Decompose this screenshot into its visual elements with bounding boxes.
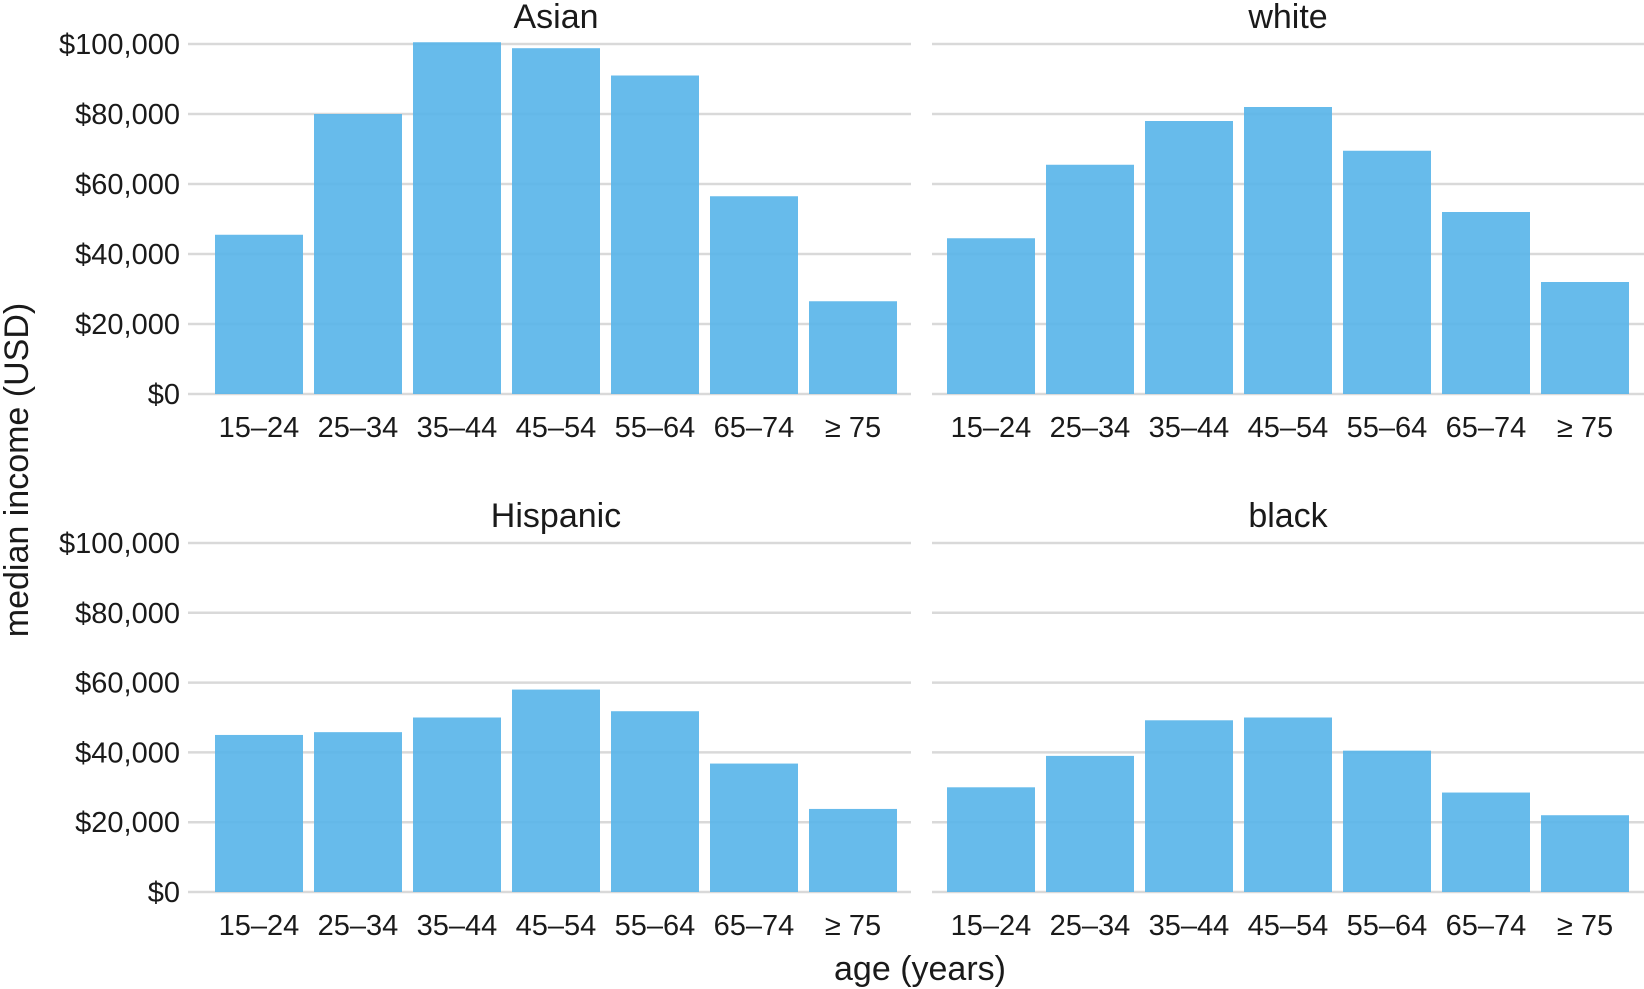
y-tick-label: $40,000 xyxy=(75,737,180,769)
bar xyxy=(611,75,699,394)
x-tick-label: 15–24 xyxy=(951,412,1032,444)
bar xyxy=(314,114,402,394)
x-tick-label: 35–44 xyxy=(1149,910,1230,942)
bar xyxy=(413,717,501,892)
bar xyxy=(1442,792,1530,892)
x-tick-label: 45–54 xyxy=(516,910,597,942)
x-tick-label: 55–64 xyxy=(1347,412,1428,444)
y-tick-label: $80,000 xyxy=(75,598,180,630)
panel-title: Hispanic xyxy=(491,497,621,535)
bar xyxy=(1145,121,1233,394)
bar xyxy=(1343,150,1431,394)
bar xyxy=(1145,720,1233,892)
panel-title: black xyxy=(1248,497,1328,535)
bar xyxy=(1541,282,1629,394)
bar xyxy=(1046,755,1134,892)
x-tick-label: 25–34 xyxy=(1050,412,1131,444)
x-tick-label: ≥ 75 xyxy=(1557,412,1613,444)
bar xyxy=(1244,717,1332,892)
bar xyxy=(1343,750,1431,892)
x-tick-label: 25–34 xyxy=(318,910,399,942)
bar xyxy=(809,808,897,892)
x-tick-label: 25–34 xyxy=(1050,910,1131,942)
y-tick-label: $0 xyxy=(148,379,180,411)
x-tick-label: 35–44 xyxy=(1149,412,1230,444)
x-tick-label: 45–54 xyxy=(1248,412,1329,444)
bar xyxy=(947,238,1035,394)
x-tick-label: ≥ 75 xyxy=(825,910,881,942)
x-tick-label: 15–24 xyxy=(951,910,1032,942)
x-tick-label: ≥ 75 xyxy=(1557,910,1613,942)
bar xyxy=(1442,212,1530,394)
bar xyxy=(215,234,303,394)
y-tick-label: $20,000 xyxy=(75,807,180,839)
bar xyxy=(710,763,798,892)
bar xyxy=(611,711,699,892)
panel-hispanic: $0 $20,000 $40,000 $60,000 $80,000 $100,000 15… xyxy=(59,497,911,942)
y-tick-label: $80,000 xyxy=(75,99,180,131)
bar xyxy=(512,689,600,892)
panel-black: 15–24 25–34 35–44 45–54 55–64 65–74 ≥ 75 black xyxy=(932,497,1644,942)
y-tick-label: $60,000 xyxy=(75,668,180,700)
x-tick-label: 45–54 xyxy=(1248,910,1329,942)
y-tick-label: $100,000 xyxy=(59,29,180,61)
bar xyxy=(413,42,501,394)
bar xyxy=(314,732,402,892)
x-tick-label: 15–24 xyxy=(219,412,300,444)
x-tick-label: 65–74 xyxy=(1446,412,1527,444)
x-tick-label: 35–44 xyxy=(417,412,498,444)
x-tick-label: 55–64 xyxy=(1347,910,1428,942)
x-tick-label: 55–64 xyxy=(615,412,696,444)
bar xyxy=(809,301,897,394)
y-tick-label: $20,000 xyxy=(75,309,180,341)
x-tick-label: 55–64 xyxy=(615,910,696,942)
bar xyxy=(215,734,303,892)
bar xyxy=(1244,107,1332,394)
panel-title: Asian xyxy=(513,0,598,36)
y-tick-label: $40,000 xyxy=(75,239,180,271)
y-axis-title: median income (USD) xyxy=(0,303,36,637)
x-axis-title: age (years) xyxy=(834,950,1006,988)
panel-asian: $0 $20,000 $40,000 $60,000 $80,000 $100,000 15… xyxy=(59,0,911,444)
x-tick-label: 65–74 xyxy=(714,910,795,942)
panel-white: 15–24 25–34 35–44 45–54 55–64 65–74 ≥ 75 white xyxy=(932,0,1644,444)
bar xyxy=(512,48,600,394)
y-tick-label: $60,000 xyxy=(75,169,180,201)
x-tick-label: ≥ 75 xyxy=(825,412,881,444)
bar xyxy=(1046,164,1134,394)
x-tick-label: 35–44 xyxy=(417,910,498,942)
bar xyxy=(947,787,1035,892)
panels-layer: $0 $20,000 $40,000 $60,000 $80,000 $100,000 15… xyxy=(59,0,1644,942)
x-tick-label: 25–34 xyxy=(318,412,399,444)
x-tick-label: 65–74 xyxy=(1446,910,1527,942)
bar xyxy=(1541,815,1629,892)
x-tick-label: 65–74 xyxy=(714,412,795,444)
y-tick-label: $0 xyxy=(148,877,180,909)
x-tick-label: 15–24 xyxy=(219,910,300,942)
y-tick-label: $100,000 xyxy=(59,528,180,560)
x-tick-label: 45–54 xyxy=(516,412,597,444)
panel-title: white xyxy=(1247,0,1327,36)
bar xyxy=(710,196,798,394)
